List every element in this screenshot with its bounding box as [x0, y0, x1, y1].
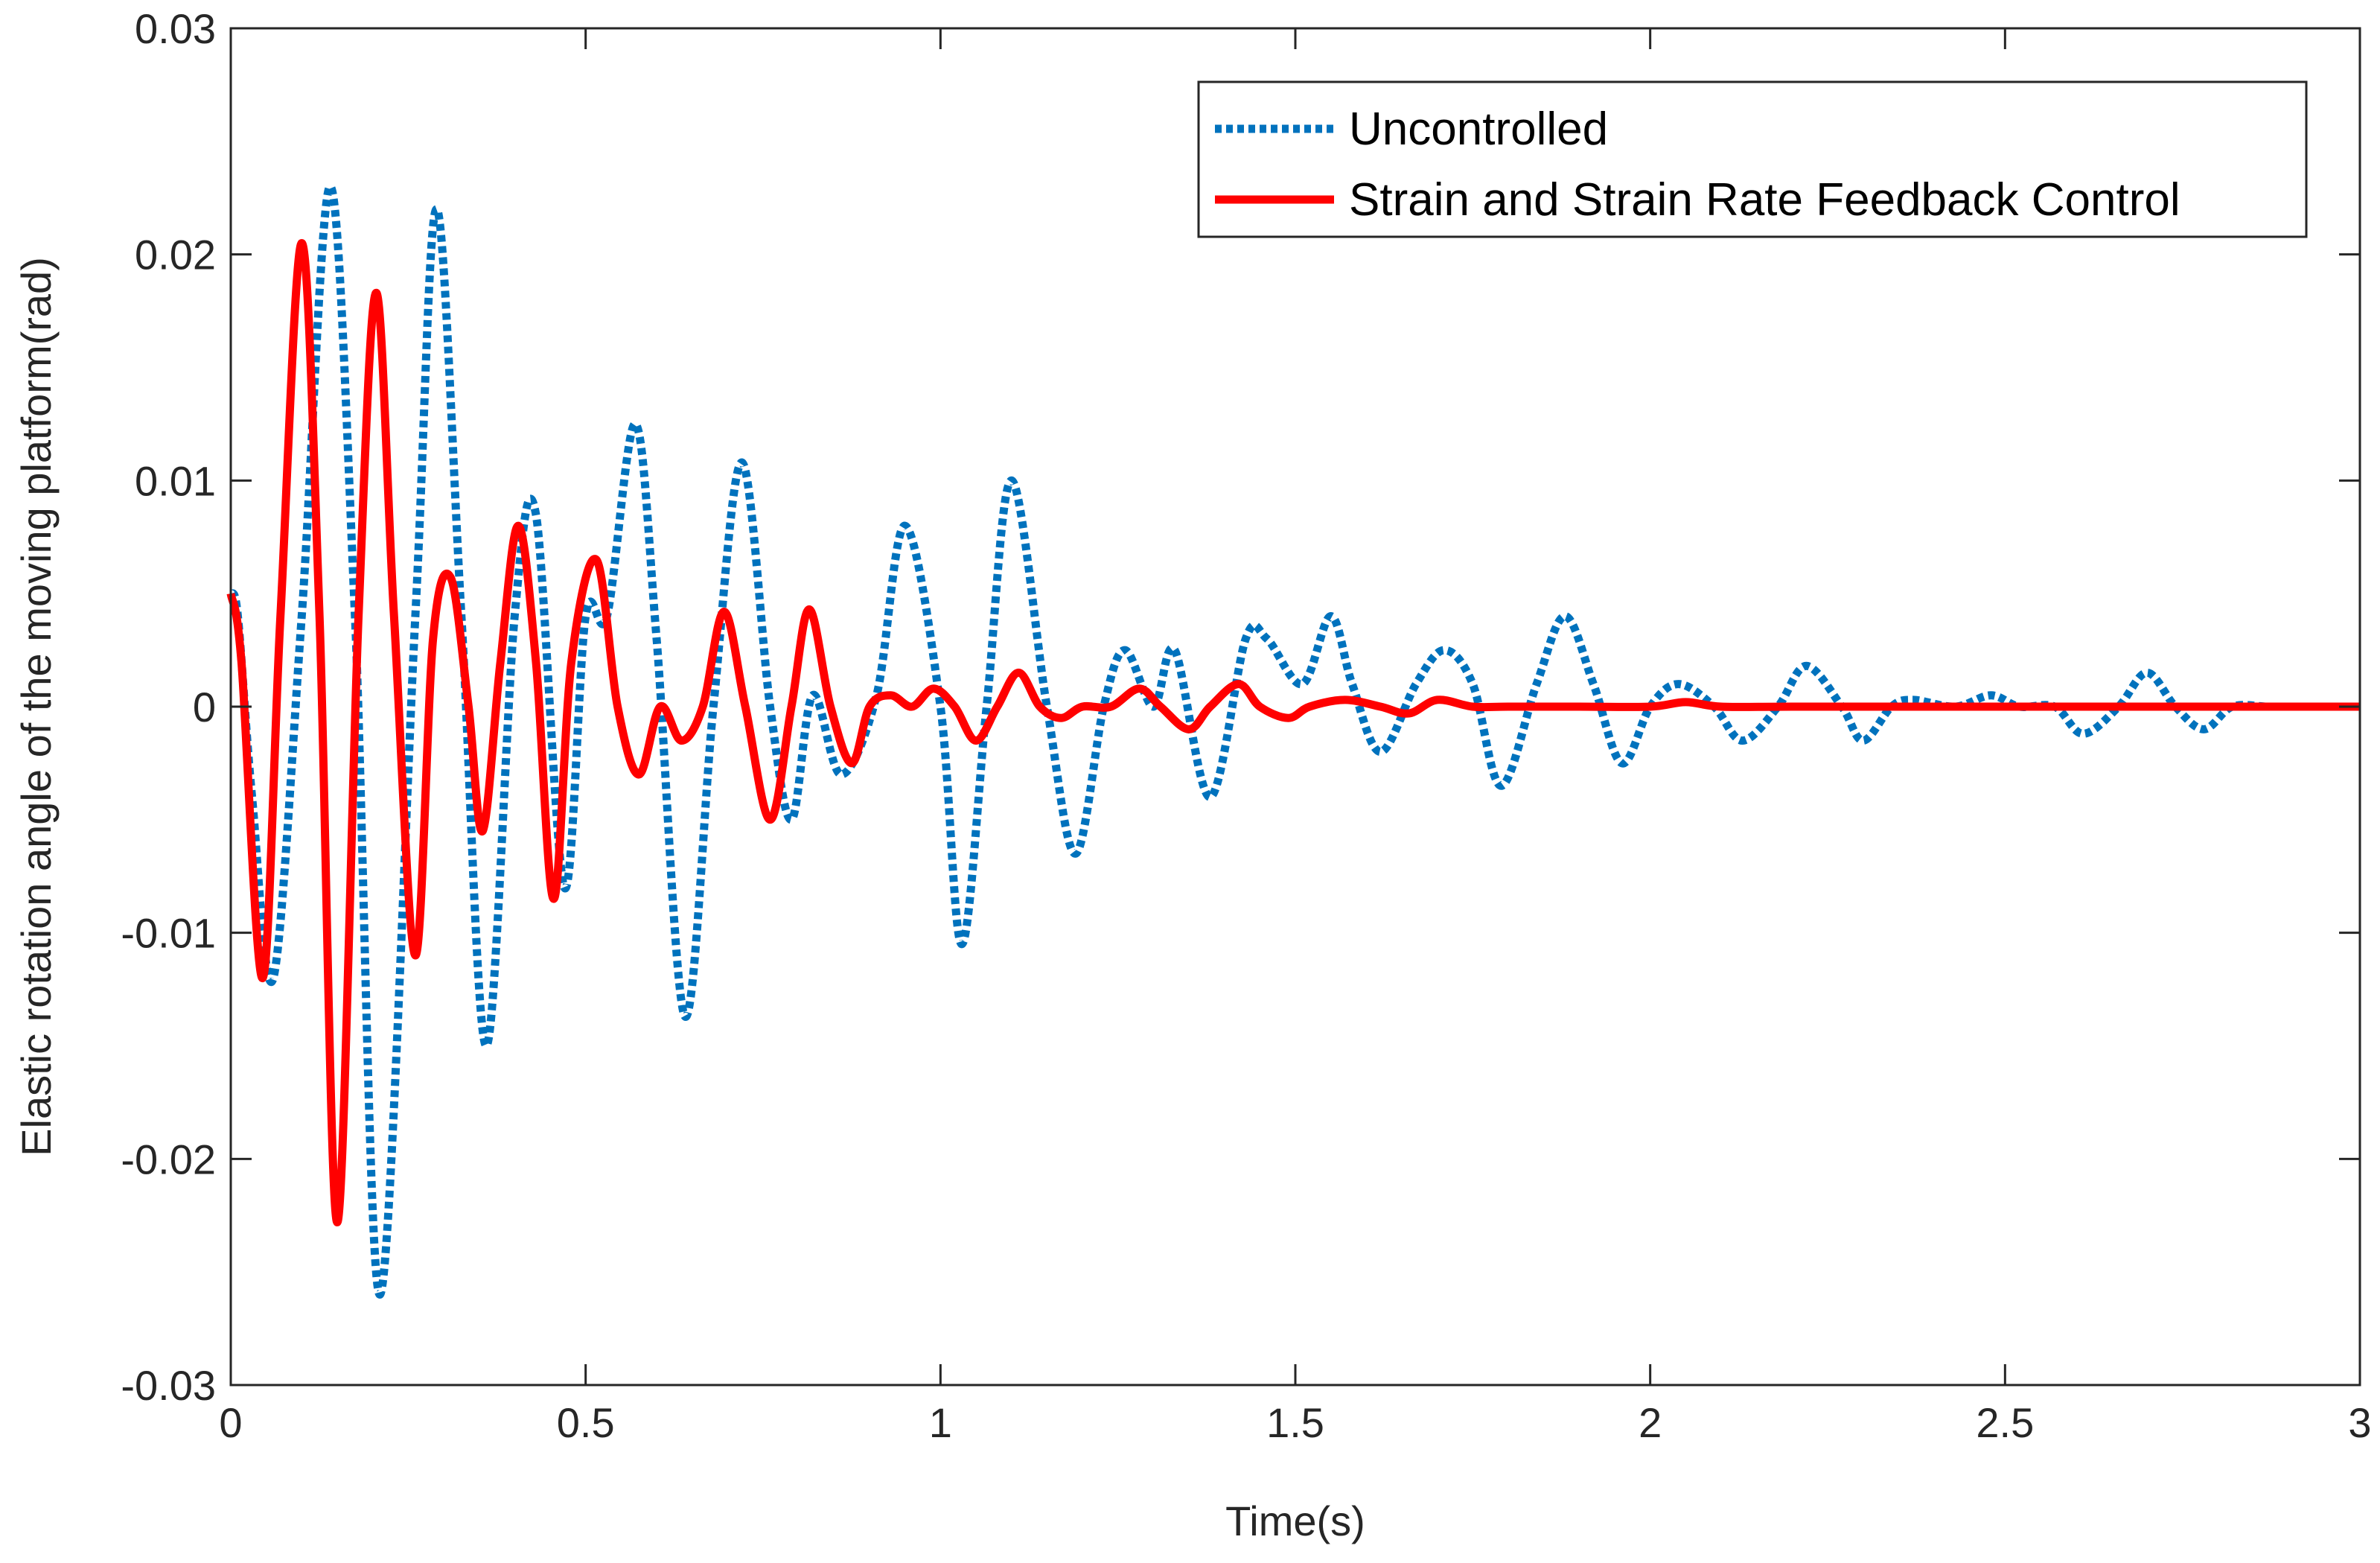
- x-tick-label: 2: [1639, 1399, 1662, 1446]
- y-tick-label: -0.02: [121, 1136, 216, 1182]
- series-feedback-control-line: [226, 239, 2360, 1226]
- x-tick-label: 1: [929, 1399, 952, 1446]
- x-tick-label: 0: [219, 1399, 242, 1446]
- y-tick-label: 0.02: [135, 232, 216, 278]
- series-uncontrolled-line: [226, 182, 2360, 1299]
- legend-box: [1197, 80, 2308, 238]
- x-tick-label: 1.5: [1266, 1399, 1324, 1446]
- x-tick-label: 0.5: [557, 1399, 615, 1446]
- legend-controlled-label: Strain and Strain Rate Feedback Control: [1349, 174, 2180, 226]
- legend-uncontrolled-label: Uncontrolled: [1349, 104, 1608, 155]
- series-layer: [226, 182, 2360, 1299]
- x-tick-label: 2.5: [1976, 1399, 2034, 1446]
- y-tick-label: -0.03: [121, 1362, 216, 1409]
- legend: Uncontrolled Strain and Strain Rate Feed…: [1197, 80, 2308, 238]
- y-tick-label: 0.03: [135, 5, 216, 52]
- x-tick-label: 3: [2348, 1399, 2371, 1446]
- y-axis-label: Elastic rotation angle of the moving pla…: [13, 257, 60, 1156]
- x-axis-label: Time(s): [1225, 1497, 1365, 1544]
- ticks-layer: 0 0.5 1 1.5 2 2.5 3 -0.03 -0.02 -0.01 0 0.01 0.02 0.0…: [121, 5, 2371, 1446]
- y-tick-label: 0.01: [135, 457, 216, 504]
- y-tick-label: -0.01: [121, 910, 216, 957]
- y-tick-label: 0: [193, 684, 216, 730]
